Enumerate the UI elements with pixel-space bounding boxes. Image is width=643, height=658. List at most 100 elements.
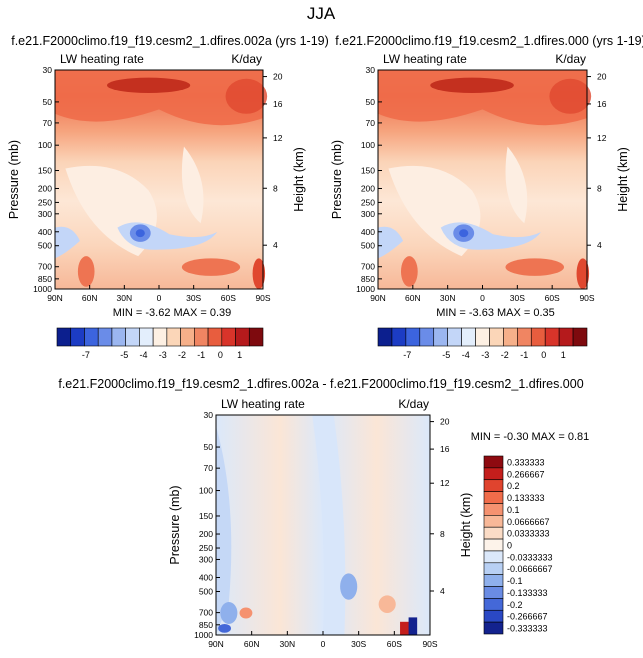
colorbar-swatch bbox=[517, 327, 532, 347]
colorbar-label: 0.0666667 bbox=[507, 517, 550, 527]
x-tick-label: 30N bbox=[440, 293, 456, 303]
colorbar-label: 1 bbox=[561, 350, 566, 360]
y2-tick-label: 8 bbox=[273, 183, 278, 193]
colorbar-swatch bbox=[483, 491, 504, 504]
negative-region bbox=[216, 426, 232, 635]
colorbar-swatch bbox=[475, 327, 490, 347]
x-tick-label: 60N bbox=[82, 293, 98, 303]
y-tick-label: 700 bbox=[199, 608, 213, 618]
y-tick-label: 30 bbox=[366, 65, 376, 75]
colorbar-label: 0 bbox=[218, 350, 223, 360]
x-tick-label: 30S bbox=[186, 293, 201, 303]
colorbar-swatch bbox=[433, 327, 448, 347]
y-tick-label: 50 bbox=[366, 97, 376, 107]
y-tick-label: 850 bbox=[199, 620, 213, 630]
colorbar-swatch bbox=[139, 327, 154, 347]
y2-axis-title: Height (km) bbox=[459, 493, 473, 558]
y-axis-title: Pressure (mb) bbox=[7, 140, 21, 219]
y-tick-label: 200 bbox=[361, 183, 375, 193]
variable-label: LW heating rate bbox=[221, 397, 305, 411]
cooling-core bbox=[400, 256, 418, 287]
figure-title: JJA bbox=[307, 4, 336, 23]
negative-core bbox=[218, 624, 231, 633]
min-max-label: MIN = -0.30 MAX = 0.81 bbox=[471, 431, 590, 443]
y-tick-label: 300 bbox=[199, 554, 213, 564]
y-tick-label: 30 bbox=[43, 65, 53, 75]
y2-tick-label: 12 bbox=[273, 133, 283, 143]
colorbar-swatch bbox=[111, 327, 126, 347]
colorbar-swatch bbox=[419, 327, 435, 347]
positive-core bbox=[239, 607, 253, 619]
weak-heating-region bbox=[181, 146, 204, 224]
panel-1: f.e21.F2000climo.f19_f19.cesm2_1.dfires.… bbox=[7, 34, 329, 360]
x-tick-label: 0 bbox=[157, 293, 162, 303]
y-tick-label: 100 bbox=[38, 140, 52, 150]
panel-title: f.e21.F2000climo.f19_f19.cesm2_1.dfires.… bbox=[335, 34, 643, 48]
y2-tick-label: 20 bbox=[440, 417, 450, 427]
colorbar-label: -5 bbox=[442, 350, 450, 360]
colorbar-label: 0.333333 bbox=[507, 457, 545, 467]
colorbar-swatch bbox=[70, 327, 85, 347]
heating-core bbox=[135, 229, 145, 238]
colorbar-swatch bbox=[483, 550, 504, 564]
colorbar-label: 0 bbox=[507, 541, 512, 551]
colorbar-swatch bbox=[483, 526, 504, 540]
colorbar-swatch bbox=[248, 327, 264, 347]
colorbar-swatch bbox=[483, 586, 504, 599]
y-tick-label: 1000 bbox=[356, 284, 375, 294]
y-tick-label: 850 bbox=[38, 274, 52, 284]
colorbar-swatch bbox=[489, 327, 504, 347]
y-axis-title: Pressure (mb) bbox=[330, 140, 344, 219]
x-tick-label: 90S bbox=[579, 293, 594, 303]
y2-tick-label: 16 bbox=[597, 99, 607, 109]
y-tick-label: 150 bbox=[199, 511, 213, 521]
y-axis-title: Pressure (mb) bbox=[168, 485, 182, 564]
colorbar-swatch bbox=[125, 327, 140, 347]
colorbar-label: 1 bbox=[237, 350, 242, 360]
colorbar-swatch bbox=[235, 327, 250, 347]
cooling-core bbox=[225, 78, 268, 114]
colorbar-label: -4 bbox=[462, 350, 470, 360]
x-tick-label: 60N bbox=[244, 639, 260, 649]
colorbar-label: -0.0666667 bbox=[507, 564, 553, 574]
y-tick-label: 1000 bbox=[194, 630, 213, 640]
min-max-label: MIN = -3.62 MAX = 0.39 bbox=[113, 307, 232, 319]
x-tick-label: 0 bbox=[480, 293, 485, 303]
colorbar-swatch bbox=[483, 479, 504, 492]
colorbar-swatch bbox=[194, 327, 209, 347]
colorbar-swatch bbox=[84, 327, 99, 347]
colorbar-swatch bbox=[483, 538, 504, 552]
colorbar-swatch bbox=[166, 327, 181, 347]
y-tick-label: 150 bbox=[361, 166, 375, 176]
cooling-band bbox=[55, 70, 263, 126]
colorbar-label: -0.2 bbox=[507, 600, 523, 610]
colorbar-swatch bbox=[483, 467, 504, 481]
y-tick-label: 500 bbox=[199, 587, 213, 597]
x-tick-label: 90N bbox=[370, 293, 386, 303]
colorbar-label: 0.0333333 bbox=[507, 529, 550, 539]
colorbar-label: -3 bbox=[481, 350, 489, 360]
x-tick-label: 30S bbox=[351, 639, 366, 649]
y-tick-label: 700 bbox=[361, 262, 375, 272]
colorbar-swatch bbox=[152, 327, 168, 347]
colorbar-swatch bbox=[483, 609, 504, 623]
negative-core bbox=[408, 617, 418, 635]
y2-tick-label: 8 bbox=[597, 183, 602, 193]
colorbar-swatch bbox=[483, 503, 504, 516]
min-max-label: MIN = -3.63 MAX = 0.35 bbox=[436, 307, 555, 319]
y-tick-label: 700 bbox=[38, 262, 52, 272]
y-tick-label: 300 bbox=[38, 209, 52, 219]
colorbar-swatch bbox=[56, 327, 72, 347]
y-tick-label: 850 bbox=[361, 274, 375, 284]
colorbar-label: 0.133333 bbox=[507, 493, 545, 503]
y2-tick-label: 8 bbox=[440, 529, 445, 539]
colorbar-label: -7 bbox=[82, 350, 90, 360]
y-tick-label: 70 bbox=[366, 118, 376, 128]
colorbar-swatch bbox=[558, 327, 574, 347]
cooling-band bbox=[378, 70, 587, 126]
colorbar-swatch bbox=[503, 327, 518, 347]
colorbar-label: -0.0333333 bbox=[507, 552, 553, 562]
y-tick-label: 100 bbox=[199, 486, 213, 496]
x-tick-label: 60S bbox=[545, 293, 560, 303]
colorbar-swatch bbox=[544, 327, 560, 347]
